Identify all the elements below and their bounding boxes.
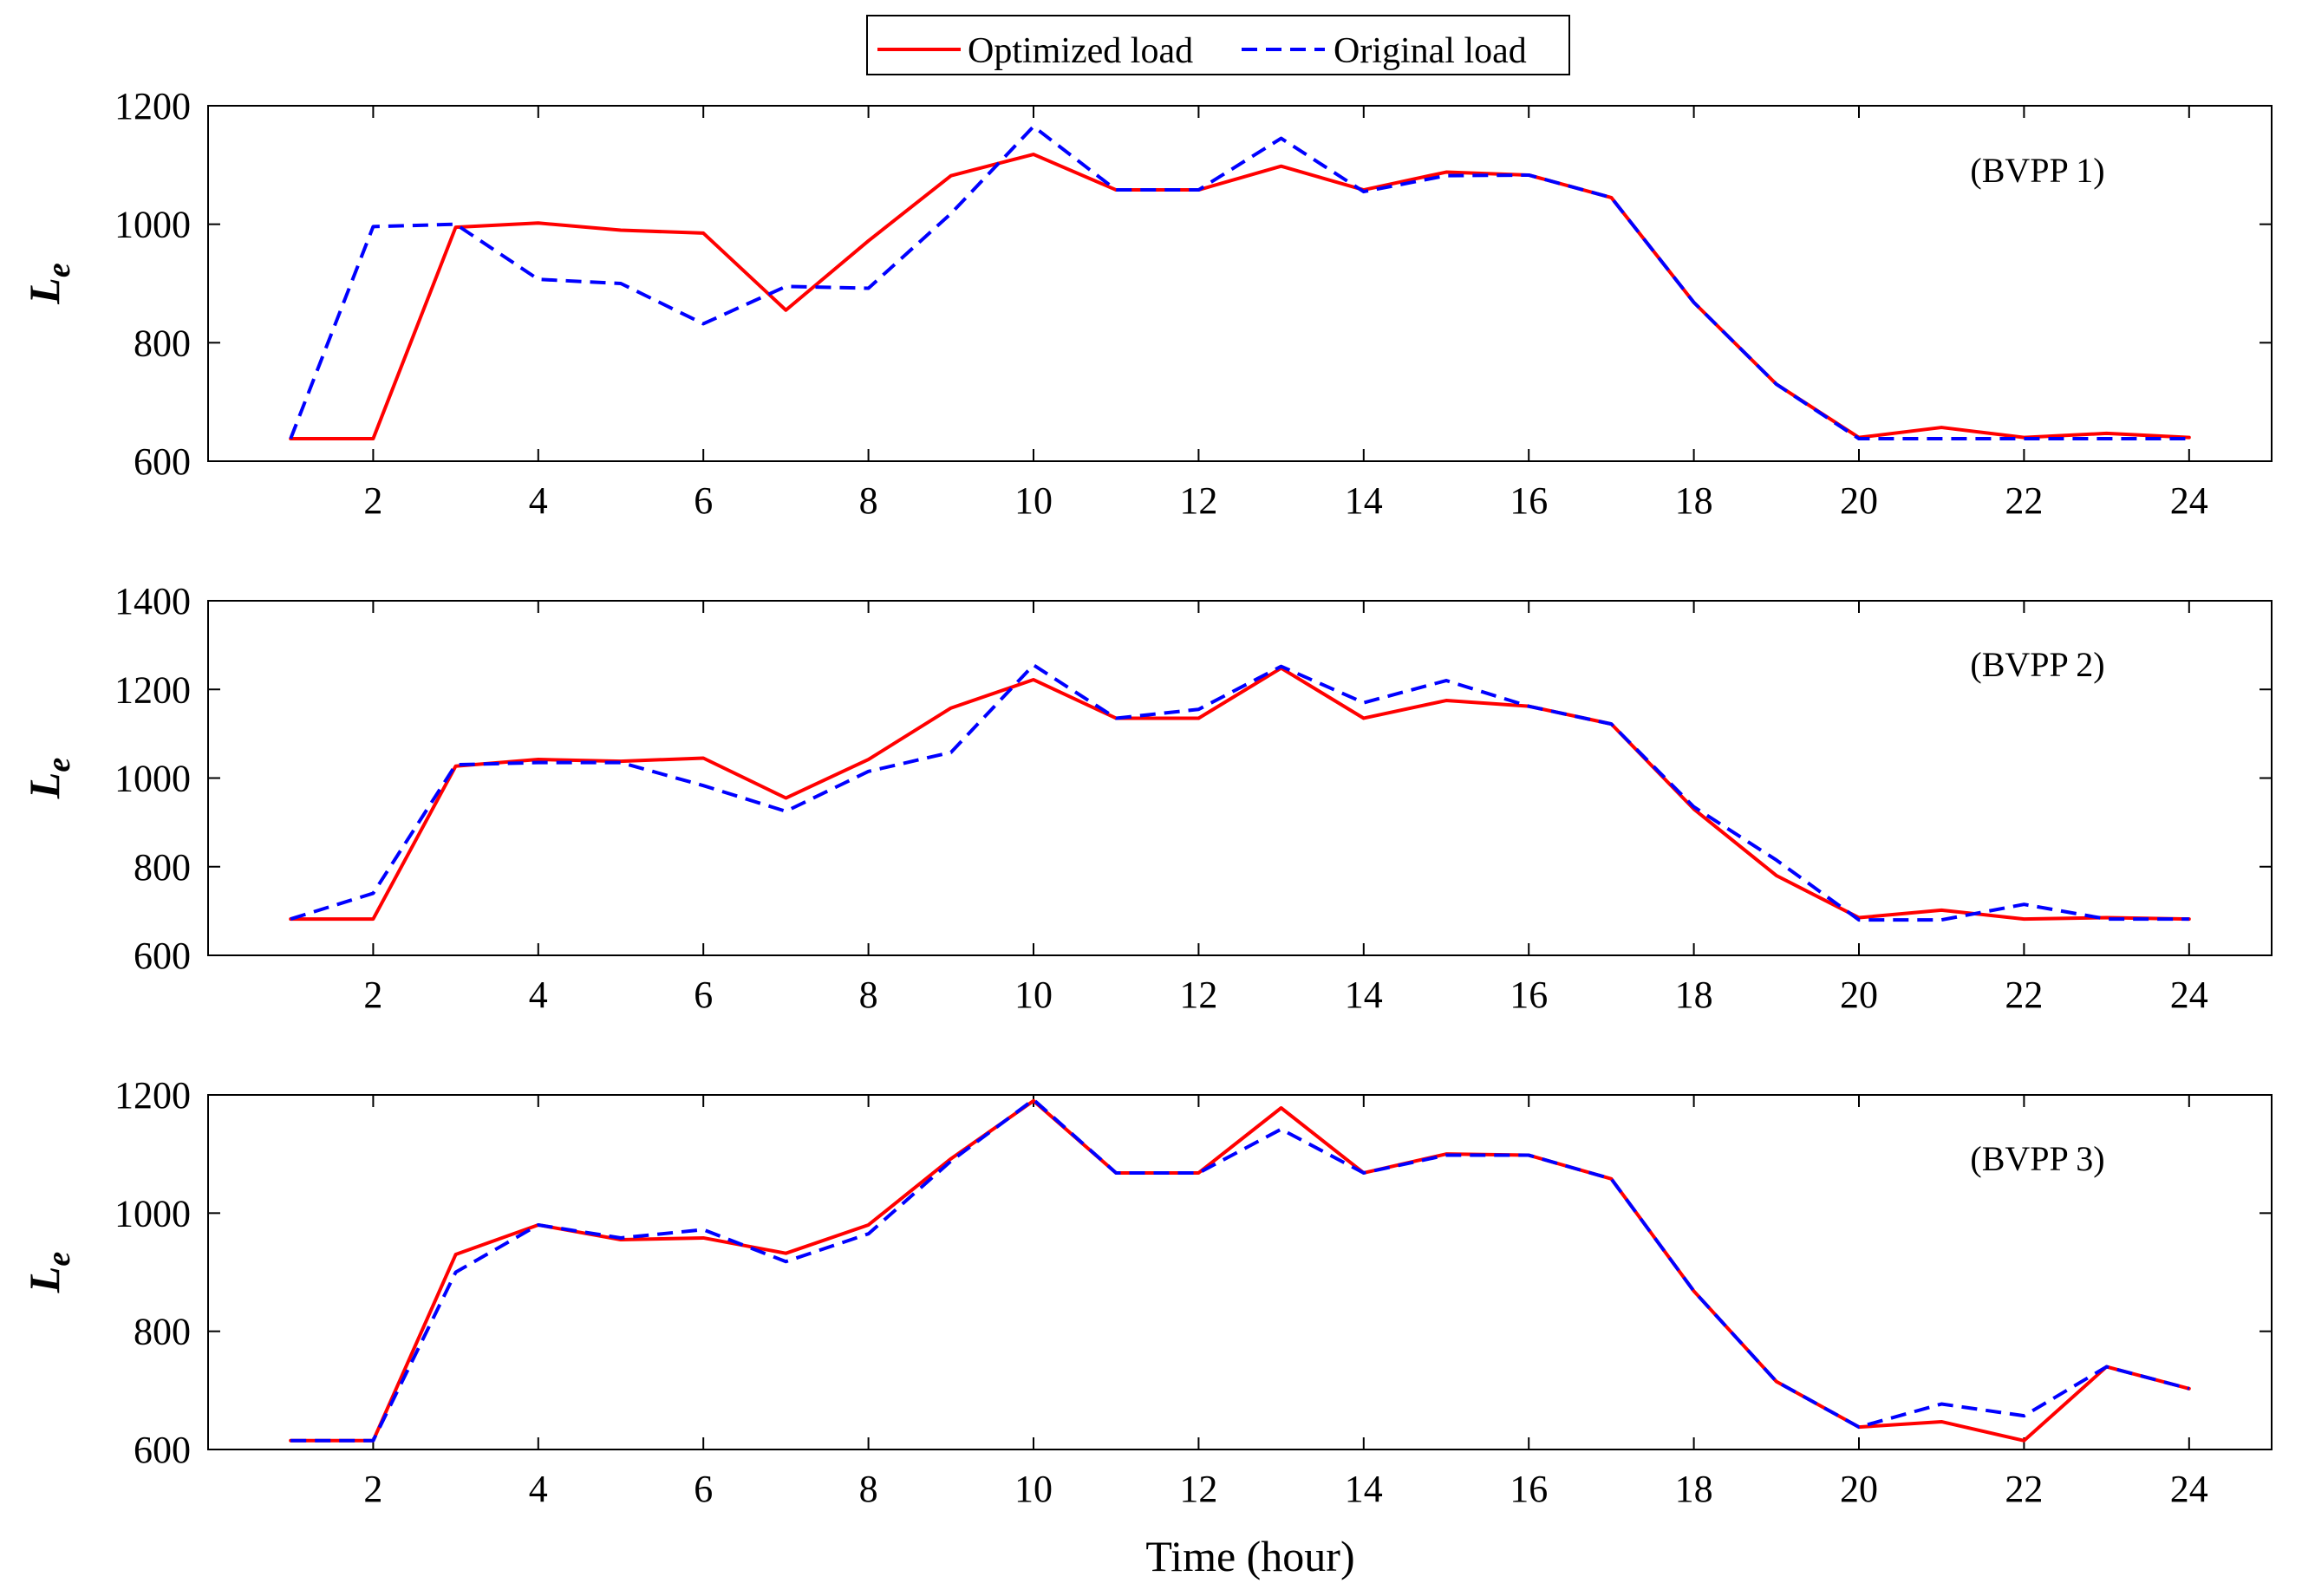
plot-area — [207, 1094, 2273, 1450]
x-tick-label: 18 — [1675, 1468, 1713, 1510]
legend: Optimized load Original load — [866, 15, 1570, 75]
x-tick-label: 10 — [1014, 1468, 1053, 1510]
x-tick-label: 4 — [529, 479, 548, 522]
x-axis-title: Time (hour) — [1145, 1532, 1354, 1580]
panel-label: (BVPP 1) — [1970, 151, 2104, 190]
panel-bvpp-3: 2 4 6 8 10 12 14 16 18 20 22 2460080010001200Le(BVP… — [20, 1074, 2273, 1510]
x-tick-label: 20 — [1840, 974, 1878, 1016]
y-tick-label: 600 — [134, 1429, 191, 1471]
series-line-original — [290, 1098, 2190, 1443]
y-tick-label: 600 — [134, 440, 191, 483]
legend-label-optimized: Optimized load — [968, 31, 1193, 71]
panel-bvpp-1: 2 4 6 8 10 12 14 16 18 20 22 2460080010001200Le(BVP… — [20, 85, 2273, 522]
x-tick-label: 18 — [1675, 479, 1713, 522]
legend-label-original: Original load — [1334, 31, 1527, 71]
y-tick-label: 1400 — [114, 580, 191, 622]
x-tick-label: 22 — [2005, 1468, 2043, 1510]
plot-area — [207, 105, 2273, 462]
x-tick-label: 6 — [694, 974, 713, 1016]
series-line-optimized — [289, 1098, 2191, 1443]
y-axis-title: Le — [20, 1252, 77, 1294]
series-line-original — [289, 124, 2189, 441]
x-tick-label: 22 — [2005, 974, 2043, 1016]
y-tick-label: 800 — [134, 322, 191, 364]
x-tick-label: 6 — [694, 1468, 713, 1510]
legend-box — [866, 15, 1570, 75]
x-tick-label: 16 — [1510, 1468, 1548, 1510]
y-axis-title-subscript: e — [41, 263, 77, 277]
x-tick-label: 12 — [1179, 974, 1217, 1016]
y-tick-label: 1200 — [114, 85, 191, 127]
y-tick-label: 1000 — [114, 758, 191, 800]
y-tick-label: 800 — [134, 846, 191, 889]
y-axis-title-main: L — [20, 1267, 68, 1294]
x-tick-label: 4 — [529, 1468, 548, 1510]
x-tick-label: 6 — [694, 479, 713, 522]
x-tick-label: 14 — [1345, 479, 1383, 522]
x-tick-label: 12 — [1179, 1468, 1217, 1510]
x-tick-label: 24 — [2170, 1468, 2208, 1510]
x-tick-label: 10 — [1014, 974, 1053, 1016]
x-tick-label: 16 — [1510, 479, 1548, 522]
panel-label: (BVPP 3) — [1970, 1139, 2104, 1178]
y-tick-label: 1000 — [114, 204, 191, 246]
y-axis-title-subscript: e — [41, 758, 77, 772]
x-tick-label: 12 — [1179, 479, 1217, 522]
x-tick-label: 14 — [1345, 974, 1383, 1016]
x-tick-label: 8 — [859, 1468, 878, 1510]
x-tick-label: 2 — [363, 479, 382, 522]
x-tick-label: 4 — [529, 974, 548, 1016]
x-tick-label: 16 — [1510, 974, 1548, 1016]
y-axis-title-main: L — [20, 277, 68, 305]
x-tick-label: 20 — [1840, 479, 1878, 522]
x-tick-label: 24 — [2170, 974, 2208, 1016]
series-line-original — [290, 663, 2189, 922]
x-tick-label: 18 — [1675, 974, 1713, 1016]
x-tick-label: 10 — [1014, 479, 1053, 522]
panel-bvpp-2: 2 4 6 8 10 12 14 16 18 20 22 24600800100012001400Le… — [20, 580, 2273, 1016]
y-tick-label: 600 — [134, 935, 191, 977]
plot-area — [207, 600, 2273, 956]
x-tick-label: 14 — [1345, 1468, 1383, 1510]
y-tick-label: 800 — [134, 1311, 191, 1353]
y-tick-label: 1000 — [114, 1192, 191, 1234]
y-axis-title-main: L — [20, 772, 68, 800]
y-axis-title: Le — [20, 758, 77, 800]
y-tick-label: 1200 — [114, 1074, 191, 1117]
x-tick-label: 8 — [859, 479, 878, 522]
series-line-optimized — [289, 666, 2191, 922]
y-axis-title: Le — [20, 263, 77, 305]
series-line-optimized — [289, 153, 2191, 441]
x-tick-label: 8 — [859, 974, 878, 1016]
panel-label: (BVPP 2) — [1970, 645, 2104, 684]
x-tick-label: 20 — [1840, 1468, 1878, 1510]
x-tick-label: 22 — [2005, 479, 2043, 522]
x-tick-label: 2 — [363, 1468, 382, 1510]
x-tick-label: 24 — [2170, 479, 2208, 522]
y-axis-title-subscript: e — [41, 1252, 77, 1267]
x-tick-label: 2 — [363, 974, 382, 1016]
y-tick-label: 1200 — [114, 668, 191, 711]
